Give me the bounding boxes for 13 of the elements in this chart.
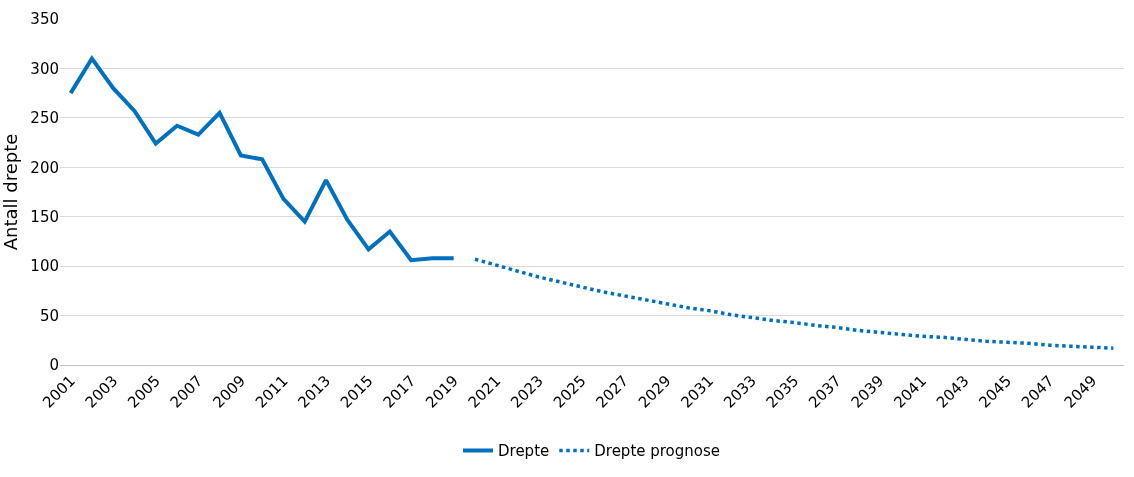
y-tick-label: 250 <box>30 109 59 128</box>
line-series <box>68 56 456 263</box>
y-axis-title: Antall drepte <box>0 133 21 251</box>
y-tick-label: 150 <box>30 207 59 226</box>
y-tick-label: 0 <box>49 356 59 375</box>
legend-label: Drepte <box>498 442 550 461</box>
y-tick-label: 300 <box>30 59 59 78</box>
y-tick-label: 50 <box>39 306 59 325</box>
legend-label: Drepte prognose <box>594 442 721 461</box>
y-tick-label: 200 <box>30 158 59 177</box>
line-series <box>473 257 1116 350</box>
y-tick-label: 350 <box>30 10 59 29</box>
y-tick-label: 100 <box>30 257 59 276</box>
